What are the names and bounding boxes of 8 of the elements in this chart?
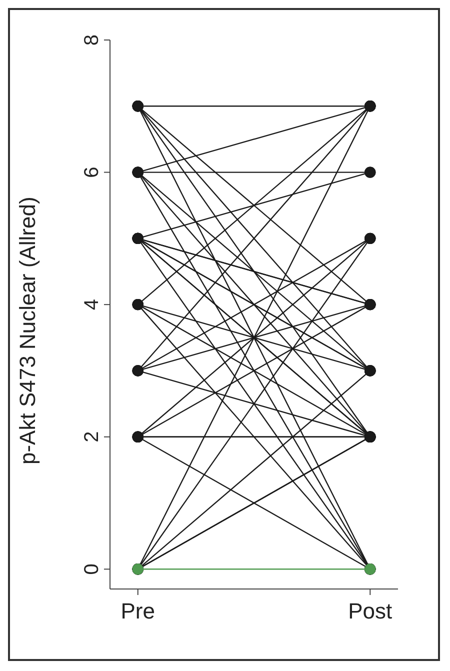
y-tick-label: 8 [81, 34, 103, 46]
y-axis-title: p-Akt S473 Nuclear (Allred) [14, 196, 40, 464]
y-tick-label: 0 [81, 564, 103, 575]
y-tick-label: 4 [81, 299, 103, 310]
x-tick-label: Post [348, 598, 392, 624]
y-tick-label: 2 [81, 431, 103, 442]
y-tick-label: 6 [81, 166, 103, 178]
x-tick-label: Pre [120, 598, 155, 624]
